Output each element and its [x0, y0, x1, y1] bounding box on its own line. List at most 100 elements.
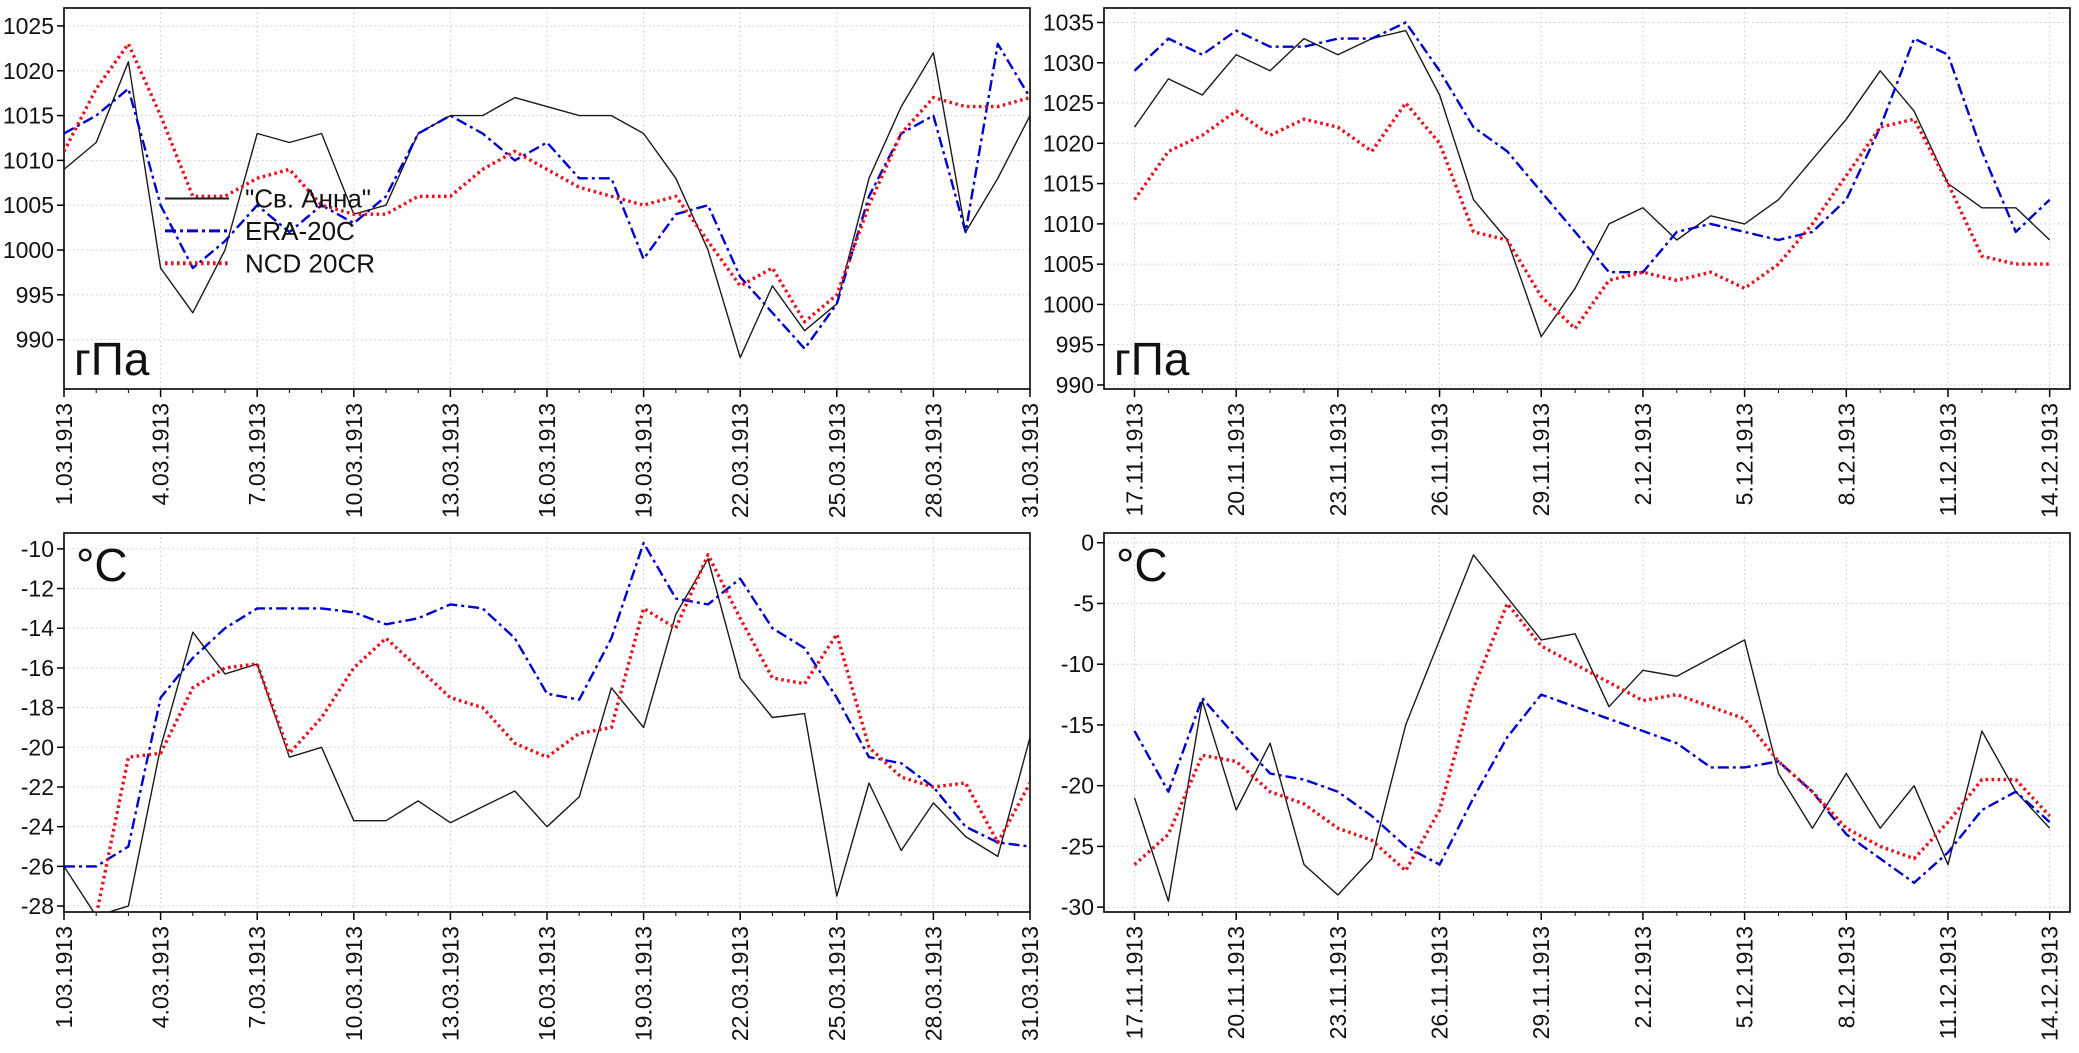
- y-tick-label: -15: [1061, 712, 1094, 738]
- x-tick-label: 20.11.1913: [1223, 926, 1249, 1039]
- y-tick-label: -25: [1061, 833, 1094, 859]
- x-tick-label: 20.11.1913: [1223, 403, 1249, 516]
- series-line-era-20c: [64, 42, 1030, 350]
- y-tick-label: 1025: [1043, 90, 1094, 116]
- pressure-nov-dec-1913-svg: 990 995 1000 1005 1010 1015 1020 1025 1030 1035 17…: [1043, 7, 2071, 518]
- y-tick-label: 1010: [1043, 211, 1094, 237]
- x-tick-label: 1.03.1913: [51, 403, 77, 505]
- y-tick-label: 990: [16, 327, 54, 353]
- axis-unit-label: °C: [76, 539, 128, 591]
- x-tick-label: 14.12.1913: [2037, 403, 2063, 518]
- x-tick-label: 28.03.1913: [920, 403, 946, 518]
- x-tick-label: 17.11.1913: [1122, 926, 1148, 1039]
- axis-unit-label: гПа: [1114, 333, 1190, 385]
- temperature-march-1913-svg: -10 -12 -14 -16 -18 -20 -22 -24 -26 -28 1.03.1913 4…: [21, 532, 1039, 1041]
- x-tick-label: 13.03.1913: [437, 403, 463, 518]
- chart-pressure-nov-dec: 990 995 1000 1005 1010 1015 1020 1025 1030 1035 17…: [1040, 0, 2079, 527]
- x-tick-label: 22.03.1913: [727, 926, 753, 1041]
- x-tick-label: 1.03.1913: [51, 926, 77, 1028]
- x-tick-label: 11.12.1913: [1935, 403, 1961, 516]
- x-tick-label: 25.03.1913: [824, 926, 850, 1041]
- x-tick-label: 4.03.1913: [148, 926, 174, 1028]
- chart-pressure-march: 990 995 1000 1005 1010 1015 1020 1025 1.03.1913 4…: [0, 0, 1039, 527]
- y-tick-label: 1025: [3, 13, 54, 39]
- x-tick-label: 19.03.1913: [631, 403, 657, 518]
- x-tick-label: 23.11.1913: [1325, 926, 1351, 1039]
- y-tick-label: 1000: [3, 237, 54, 263]
- y-tick-label: -12: [21, 576, 54, 602]
- y-tick-label: -5: [1074, 590, 1094, 616]
- x-tick-label: 5.12.1913: [1732, 403, 1758, 505]
- y-tick-label: 1035: [1043, 9, 1094, 35]
- x-tick-label: 16.03.1913: [534, 926, 560, 1041]
- x-tick-label: 7.03.1913: [244, 926, 270, 1028]
- y-tick-label: -26: [21, 853, 54, 879]
- x-tick-label: 16.03.1913: [534, 403, 560, 518]
- y-tick-label: 990: [1056, 372, 1094, 398]
- legend-label: ERA-20C: [245, 216, 355, 246]
- y-tick-label: 1015: [3, 103, 54, 129]
- y-tick-label: 1015: [1043, 171, 1094, 197]
- temperature-nov-dec-1913-svg: 0 -5 -10 -15 -20 -25 -30 17.11.1913 20.11.1913 23…: [1061, 530, 2071, 1041]
- x-tick-label: 19.03.1913: [631, 926, 657, 1041]
- pressure-march-1913-svg: 990 995 1000 1005 1010 1015 1020 1025 1.03.1913 4…: [3, 7, 1039, 518]
- series-line-ncd-20cr: [1133, 101, 2050, 331]
- y-tick-label: 1005: [3, 192, 54, 218]
- y-tick-label: -24: [21, 814, 54, 840]
- series-line-era-20c: [64, 541, 1030, 868]
- plot-area: [1104, 8, 2070, 389]
- x-tick-label: 23.11.1913: [1325, 403, 1351, 516]
- x-tick-label: 31.03.1913: [1017, 926, 1039, 1041]
- y-tick-label: 995: [1056, 332, 1094, 358]
- series-line-ncd-20cr: [95, 553, 1030, 912]
- x-tick-label: 22.03.1913: [727, 403, 753, 518]
- y-tick-label: -16: [21, 655, 54, 681]
- series-line--: [64, 52, 1030, 359]
- series-line-era-20c: [1133, 693, 2051, 884]
- x-tick-label: 4.03.1913: [148, 403, 174, 505]
- plot-border: [1103, 532, 2071, 913]
- series-line--: [64, 558, 1030, 912]
- x-tick-label: 17.11.1913: [1122, 403, 1148, 516]
- y-tick-label: 995: [16, 282, 54, 308]
- x-tick-label: 10.03.1913: [341, 926, 367, 1041]
- y-tick-label: -10: [21, 536, 54, 562]
- x-tick-label: 26.11.1913: [1427, 926, 1453, 1039]
- axis-unit-label: гПа: [74, 333, 150, 385]
- x-tick-label: 8.12.1913: [1833, 926, 1859, 1028]
- x-tick-label: 14.12.1913: [2037, 926, 2063, 1041]
- x-tick-label: 29.11.1913: [1528, 926, 1554, 1039]
- y-tick-label: -14: [21, 615, 54, 641]
- series-line--: [1133, 554, 2051, 902]
- x-tick-label: 2.12.1913: [1630, 403, 1656, 505]
- x-tick-label: 29.11.1913: [1528, 403, 1554, 516]
- axis-unit-label: °C: [1116, 539, 1168, 591]
- y-tick-label: 1020: [1043, 130, 1094, 156]
- x-tick-label: 2.12.1913: [1630, 926, 1656, 1028]
- y-tick-label: -18: [21, 695, 54, 721]
- legend-label: "Св. Анна": [245, 184, 371, 214]
- x-tick-label: 8.12.1913: [1833, 403, 1859, 505]
- x-tick-label: 25.03.1913: [824, 403, 850, 518]
- series-line-era-20c: [1133, 21, 2051, 274]
- y-tick-label: 1010: [3, 147, 54, 173]
- y-tick-label: 0: [1081, 530, 1094, 556]
- series-line-ncd-20cr: [64, 42, 1030, 324]
- x-tick-label: 5.12.1913: [1732, 926, 1758, 1028]
- x-tick-label: 10.03.1913: [341, 403, 367, 518]
- series-line--: [1133, 29, 2051, 338]
- y-tick-label: 1000: [1043, 291, 1094, 317]
- legend-label: NCD 20CR: [245, 248, 375, 278]
- chart-temperature-march: -10 -12 -14 -16 -18 -20 -22 -24 -26 -28 1.03.1913 4…: [0, 527, 1039, 1053]
- y-tick-label: 1030: [1043, 50, 1094, 76]
- x-tick-label: 13.03.1913: [437, 926, 463, 1041]
- y-tick-label: 1020: [3, 58, 54, 84]
- y-tick-label: -20: [1061, 773, 1094, 799]
- x-tick-label: 28.03.1913: [920, 926, 946, 1041]
- chart-temperature-nov-dec: 0 -5 -10 -15 -20 -25 -30 17.11.1913 20.11.1913 23…: [1040, 527, 2079, 1053]
- x-tick-label: 7.03.1913: [244, 403, 270, 505]
- plot-border: [1103, 7, 2071, 390]
- x-tick-label: 26.11.1913: [1427, 403, 1453, 516]
